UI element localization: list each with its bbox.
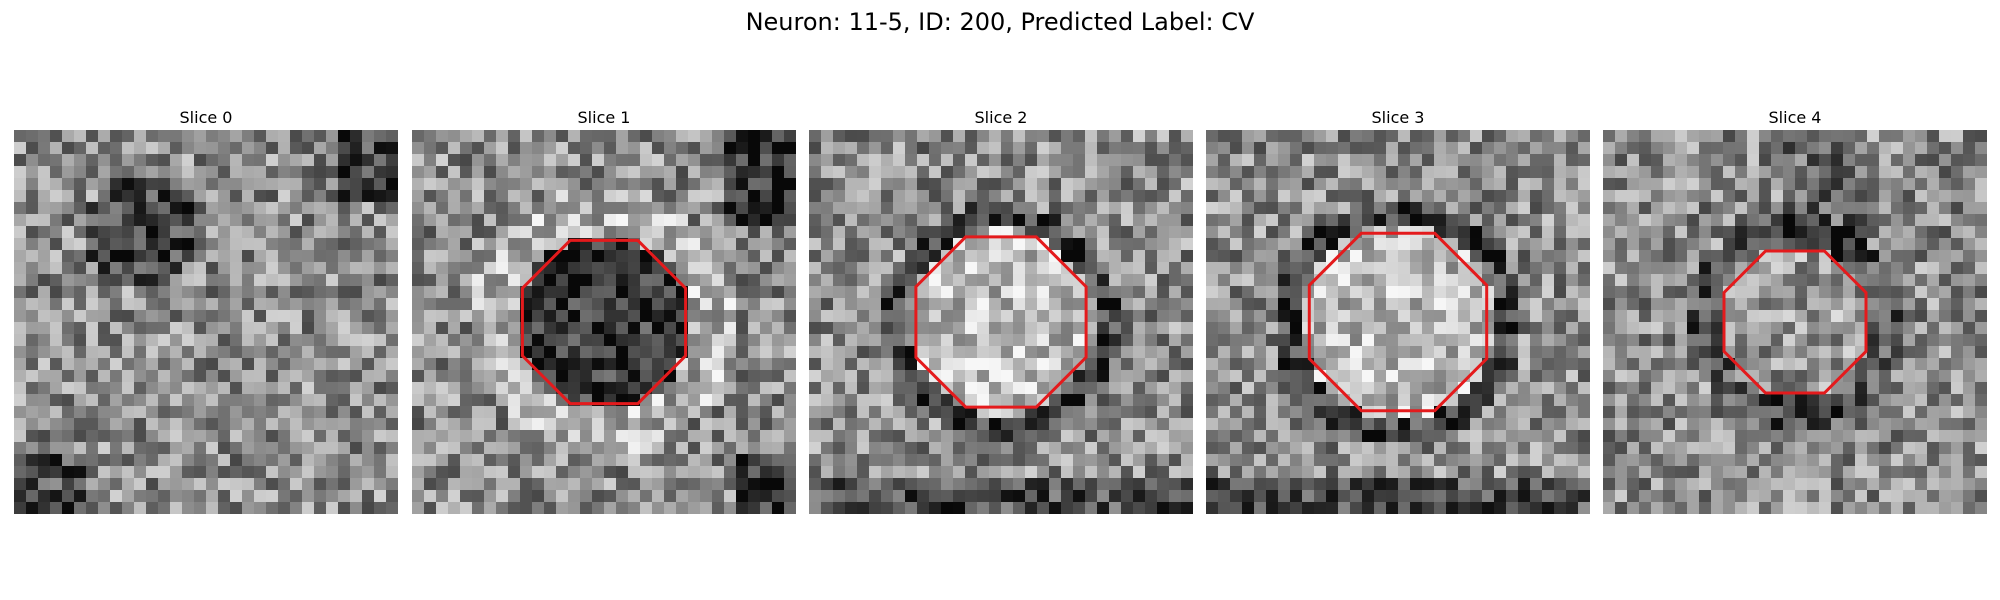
slice-panel-1: Slice 1	[412, 108, 796, 514]
slice-title-1: Slice 1	[577, 108, 631, 127]
slice-image-0	[14, 130, 398, 514]
slice-image-1	[412, 130, 796, 514]
roi-outline-3	[1307, 231, 1489, 413]
slice-panel-4: Slice 4	[1603, 108, 1987, 514]
slice-title-0: Slice 0	[179, 108, 233, 127]
slice-panel-2: Slice 2	[809, 108, 1193, 514]
slice-title-4: Slice 4	[1768, 108, 1822, 127]
figure-title: Neuron: 11-5, ID: 200, Predicted Label: …	[745, 8, 1255, 36]
roi-outline-2	[914, 235, 1088, 409]
roi-outline-1	[520, 238, 688, 406]
slice-image-3	[1206, 130, 1590, 514]
slice-panel-0: Slice 0	[14, 108, 398, 514]
slice-title-2: Slice 2	[974, 108, 1028, 127]
roi-outline-4	[1722, 249, 1868, 395]
slice-title-3: Slice 3	[1371, 108, 1425, 127]
slice-panel-3: Slice 3	[1206, 108, 1590, 514]
slice-image-4	[1603, 130, 1987, 514]
slice-image-2	[809, 130, 1193, 514]
